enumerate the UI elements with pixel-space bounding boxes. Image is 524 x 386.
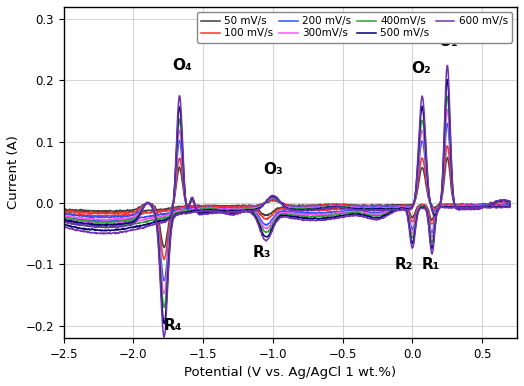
500 mV/s — [251, 208, 257, 213]
400mV/s — [444, 94, 450, 98]
50 mV/s — [61, 208, 67, 213]
Y-axis label: Current (A): Current (A) — [7, 135, 20, 209]
Line: 100 mV/s: 100 mV/s — [64, 146, 510, 259]
600 mV/s — [430, 211, 436, 215]
Text: O₃: O₃ — [263, 162, 283, 177]
500 mV/s — [395, 207, 401, 212]
500 mV/s — [344, 213, 350, 217]
300mV/s — [61, 213, 67, 218]
300mV/s — [344, 210, 350, 215]
200 mV/s — [61, 211, 67, 216]
400mV/s — [61, 220, 67, 224]
400mV/s — [161, 305, 167, 310]
100 mV/s — [61, 209, 67, 213]
600 mV/s — [425, 181, 431, 186]
50 mV/s — [112, 211, 118, 215]
300mV/s — [61, 216, 67, 221]
600 mV/s — [112, 230, 118, 235]
500 mV/s — [112, 228, 118, 232]
50 mV/s — [425, 195, 431, 199]
50 mV/s — [344, 205, 350, 209]
600 mV/s — [161, 335, 167, 340]
200 mV/s — [395, 205, 401, 210]
200 mV/s — [61, 215, 67, 219]
200 mV/s — [425, 190, 431, 194]
Text: O₄: O₄ — [172, 58, 192, 73]
200 mV/s — [344, 208, 350, 213]
Line: 200 mV/s: 200 mV/s — [64, 124, 510, 281]
Line: 50 mV/s: 50 mV/s — [64, 157, 510, 247]
100 mV/s — [344, 205, 350, 210]
600 mV/s — [61, 220, 67, 224]
300mV/s — [161, 291, 167, 296]
50 mV/s — [395, 203, 401, 208]
200 mV/s — [112, 218, 118, 222]
300mV/s — [251, 205, 257, 210]
200 mV/s — [251, 205, 257, 210]
100 mV/s — [112, 213, 118, 218]
50 mV/s — [444, 155, 451, 160]
200 mV/s — [430, 207, 436, 212]
Line: 300mV/s: 300mV/s — [64, 109, 510, 294]
400mV/s — [251, 207, 257, 211]
300mV/s — [112, 221, 118, 225]
100 mV/s — [425, 193, 431, 198]
500 mV/s — [161, 321, 168, 326]
400mV/s — [430, 208, 436, 213]
200 mV/s — [444, 121, 450, 126]
100 mV/s — [161, 257, 167, 262]
400mV/s — [112, 224, 118, 229]
50 mV/s — [251, 203, 257, 208]
600 mV/s — [344, 214, 350, 218]
500 mV/s — [61, 217, 67, 222]
400mV/s — [344, 212, 350, 216]
Text: R₄: R₄ — [163, 318, 182, 334]
300mV/s — [395, 205, 401, 210]
300mV/s — [430, 207, 436, 212]
600 mV/s — [61, 224, 67, 229]
Text: R₃: R₃ — [253, 245, 271, 260]
300mV/s — [444, 107, 450, 112]
400mV/s — [425, 185, 431, 190]
Text: R₁: R₁ — [422, 257, 441, 272]
Line: 500 mV/s: 500 mV/s — [64, 80, 510, 323]
500 mV/s — [444, 77, 451, 82]
Text: O₂: O₂ — [411, 61, 431, 76]
Text: O₁: O₁ — [438, 34, 458, 49]
100 mV/s — [395, 204, 401, 209]
100 mV/s — [444, 144, 450, 148]
300mV/s — [425, 188, 431, 192]
Legend: 50 mV/s, 100 mV/s, 200 mV/s, 300mV/s, 400mV/s, 500 mV/s, 600 mV/s: 50 mV/s, 100 mV/s, 200 mV/s, 300mV/s, 40… — [196, 12, 512, 42]
200 mV/s — [161, 278, 167, 283]
100 mV/s — [430, 205, 436, 210]
50 mV/s — [430, 205, 436, 209]
600 mV/s — [251, 209, 257, 213]
50 mV/s — [61, 207, 67, 212]
600 mV/s — [444, 63, 451, 68]
X-axis label: Potential (V vs. Ag/AgCl 1 wt.%): Potential (V vs. Ag/AgCl 1 wt.%) — [184, 366, 397, 379]
500 mV/s — [430, 209, 436, 214]
400mV/s — [61, 216, 67, 220]
400mV/s — [395, 206, 401, 211]
50 mV/s — [161, 245, 168, 250]
100 mV/s — [61, 211, 67, 215]
500 mV/s — [61, 223, 67, 227]
100 mV/s — [251, 204, 257, 209]
500 mV/s — [425, 183, 431, 188]
Text: R₂: R₂ — [394, 257, 412, 272]
Line: 400mV/s: 400mV/s — [64, 96, 510, 307]
600 mV/s — [395, 208, 401, 212]
Line: 600 mV/s: 600 mV/s — [64, 66, 510, 337]
